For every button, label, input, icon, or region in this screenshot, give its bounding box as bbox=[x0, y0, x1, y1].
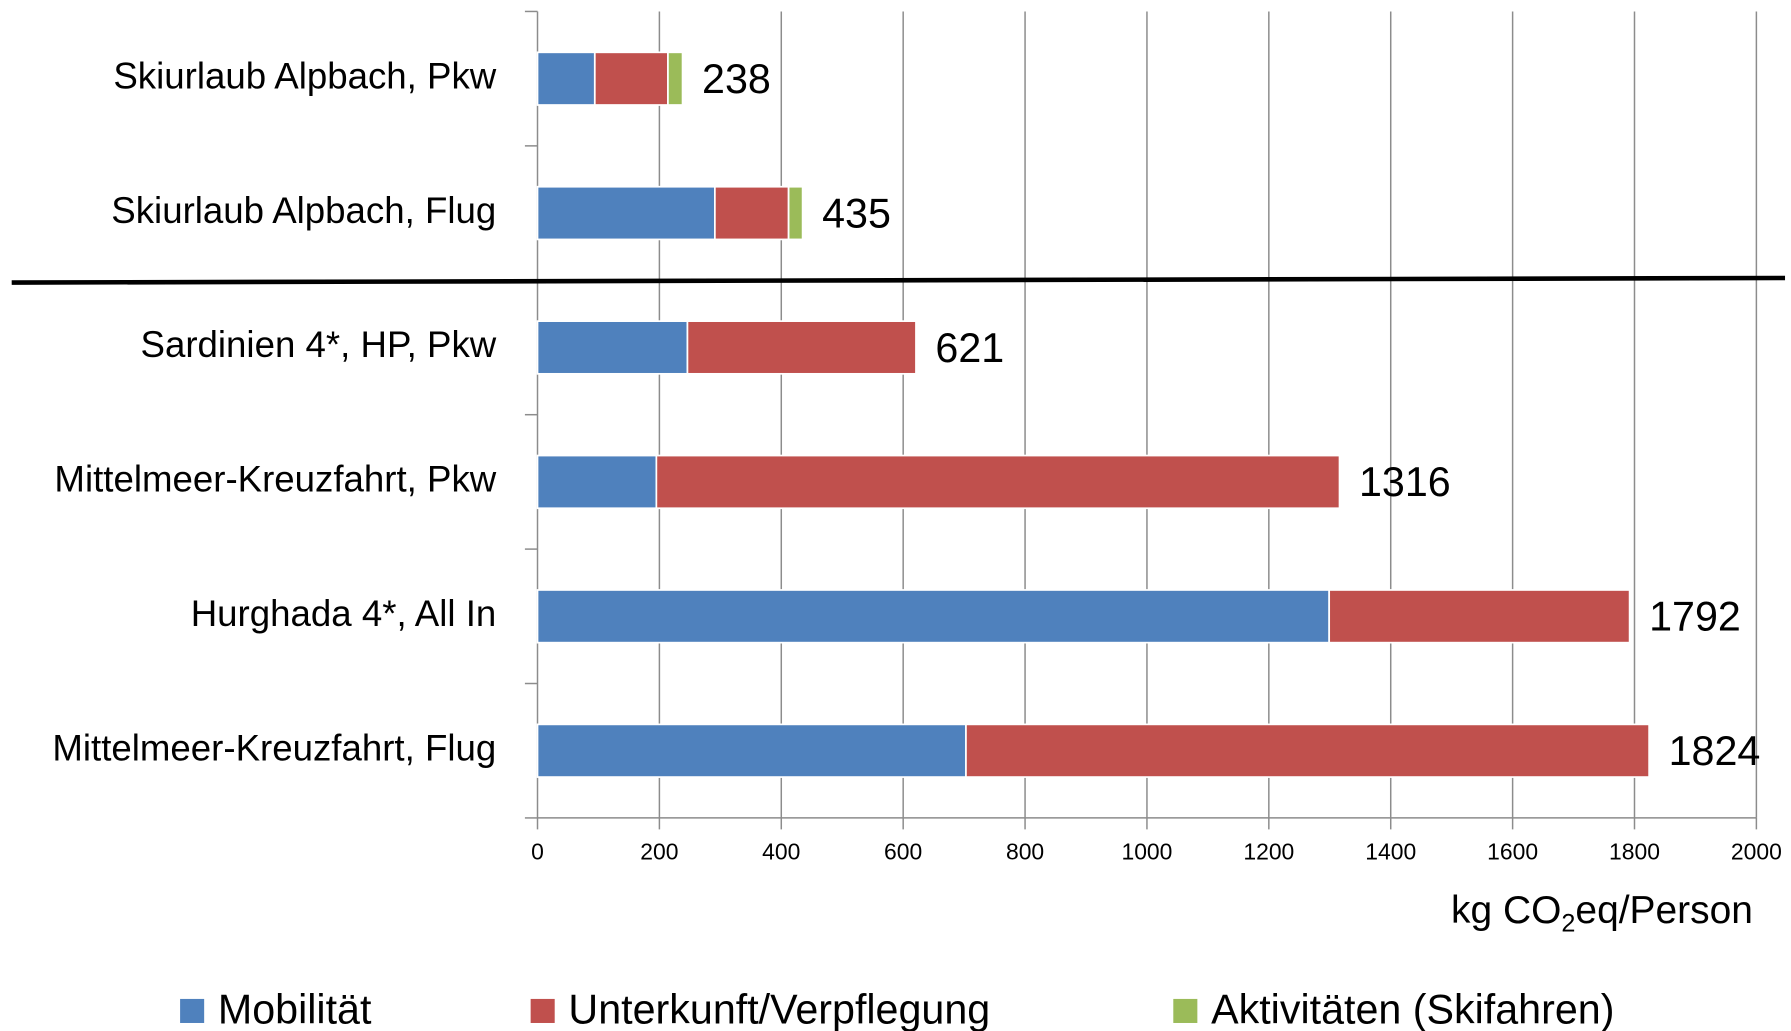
legend-label: Aktivitäten (Skifahren) bbox=[1211, 987, 1614, 1031]
divider bbox=[11, 275, 1786, 285]
total-label: 1824 bbox=[1669, 728, 1761, 774]
x-tick-label: 1600 bbox=[1487, 838, 1538, 864]
x-tick-label: 200 bbox=[640, 838, 678, 864]
bar-segment bbox=[536, 51, 596, 106]
y-tick-label: Hurghada 4*, All In bbox=[191, 593, 497, 634]
x-label-part: eq/Person bbox=[1575, 889, 1753, 932]
x-tick-label: 800 bbox=[1006, 838, 1044, 864]
x-tick-label: 600 bbox=[884, 838, 922, 864]
bar-segment bbox=[787, 185, 804, 241]
x-tick-label: 0 bbox=[531, 838, 544, 864]
bar-segment bbox=[536, 185, 716, 241]
y-tick-label: Sardinien 4*, HP, Pkw bbox=[141, 324, 497, 365]
bar-segment bbox=[593, 51, 669, 106]
bar-segment bbox=[655, 454, 1341, 510]
legend-swatch bbox=[180, 998, 205, 1023]
bar-segment bbox=[536, 320, 689, 375]
bar-segment bbox=[536, 454, 658, 510]
bar-segment bbox=[536, 723, 967, 778]
total-label: 1316 bbox=[1359, 459, 1451, 505]
legend-label: Unterkunft/Verpflegung bbox=[568, 987, 990, 1031]
y-tick-label: Skiurlaub Alpbach, Flug bbox=[111, 190, 496, 231]
total-label: 1792 bbox=[1649, 594, 1741, 640]
x-label-sub: 2 bbox=[1561, 909, 1575, 937]
x-axis-label: kg CO2eq/Person bbox=[1451, 889, 1753, 937]
y-tick-label: Mittelmeer-Kreuzfahrt, Flug bbox=[52, 727, 496, 768]
bar-segment bbox=[965, 723, 1650, 778]
x-tick-label: 400 bbox=[762, 838, 800, 864]
x-tick-label: 1000 bbox=[1121, 838, 1172, 864]
x-tick-label: 2000 bbox=[1731, 838, 1782, 864]
y-tick-label: Mittelmeer-Kreuzfahrt, Pkw bbox=[54, 459, 496, 500]
bar-segment bbox=[536, 589, 1331, 644]
total-label: 238 bbox=[702, 56, 771, 102]
bar-segment bbox=[686, 320, 917, 375]
y-tick-label: Skiurlaub Alpbach, Pkw bbox=[113, 55, 496, 96]
bar-segment bbox=[714, 185, 790, 241]
bar-segment bbox=[1328, 589, 1631, 644]
legend-swatch bbox=[1173, 998, 1198, 1023]
x-tick-label: 1800 bbox=[1609, 838, 1660, 864]
total-label: 621 bbox=[935, 325, 1004, 371]
x-tick-label: 1400 bbox=[1365, 838, 1416, 864]
x-label-part: kg CO bbox=[1451, 889, 1561, 932]
legend-label: Mobilität bbox=[218, 987, 372, 1031]
legend-swatch bbox=[530, 998, 555, 1023]
x-tick-label: 1200 bbox=[1243, 838, 1294, 864]
total-label: 435 bbox=[822, 190, 891, 236]
bar-segment bbox=[667, 51, 684, 106]
